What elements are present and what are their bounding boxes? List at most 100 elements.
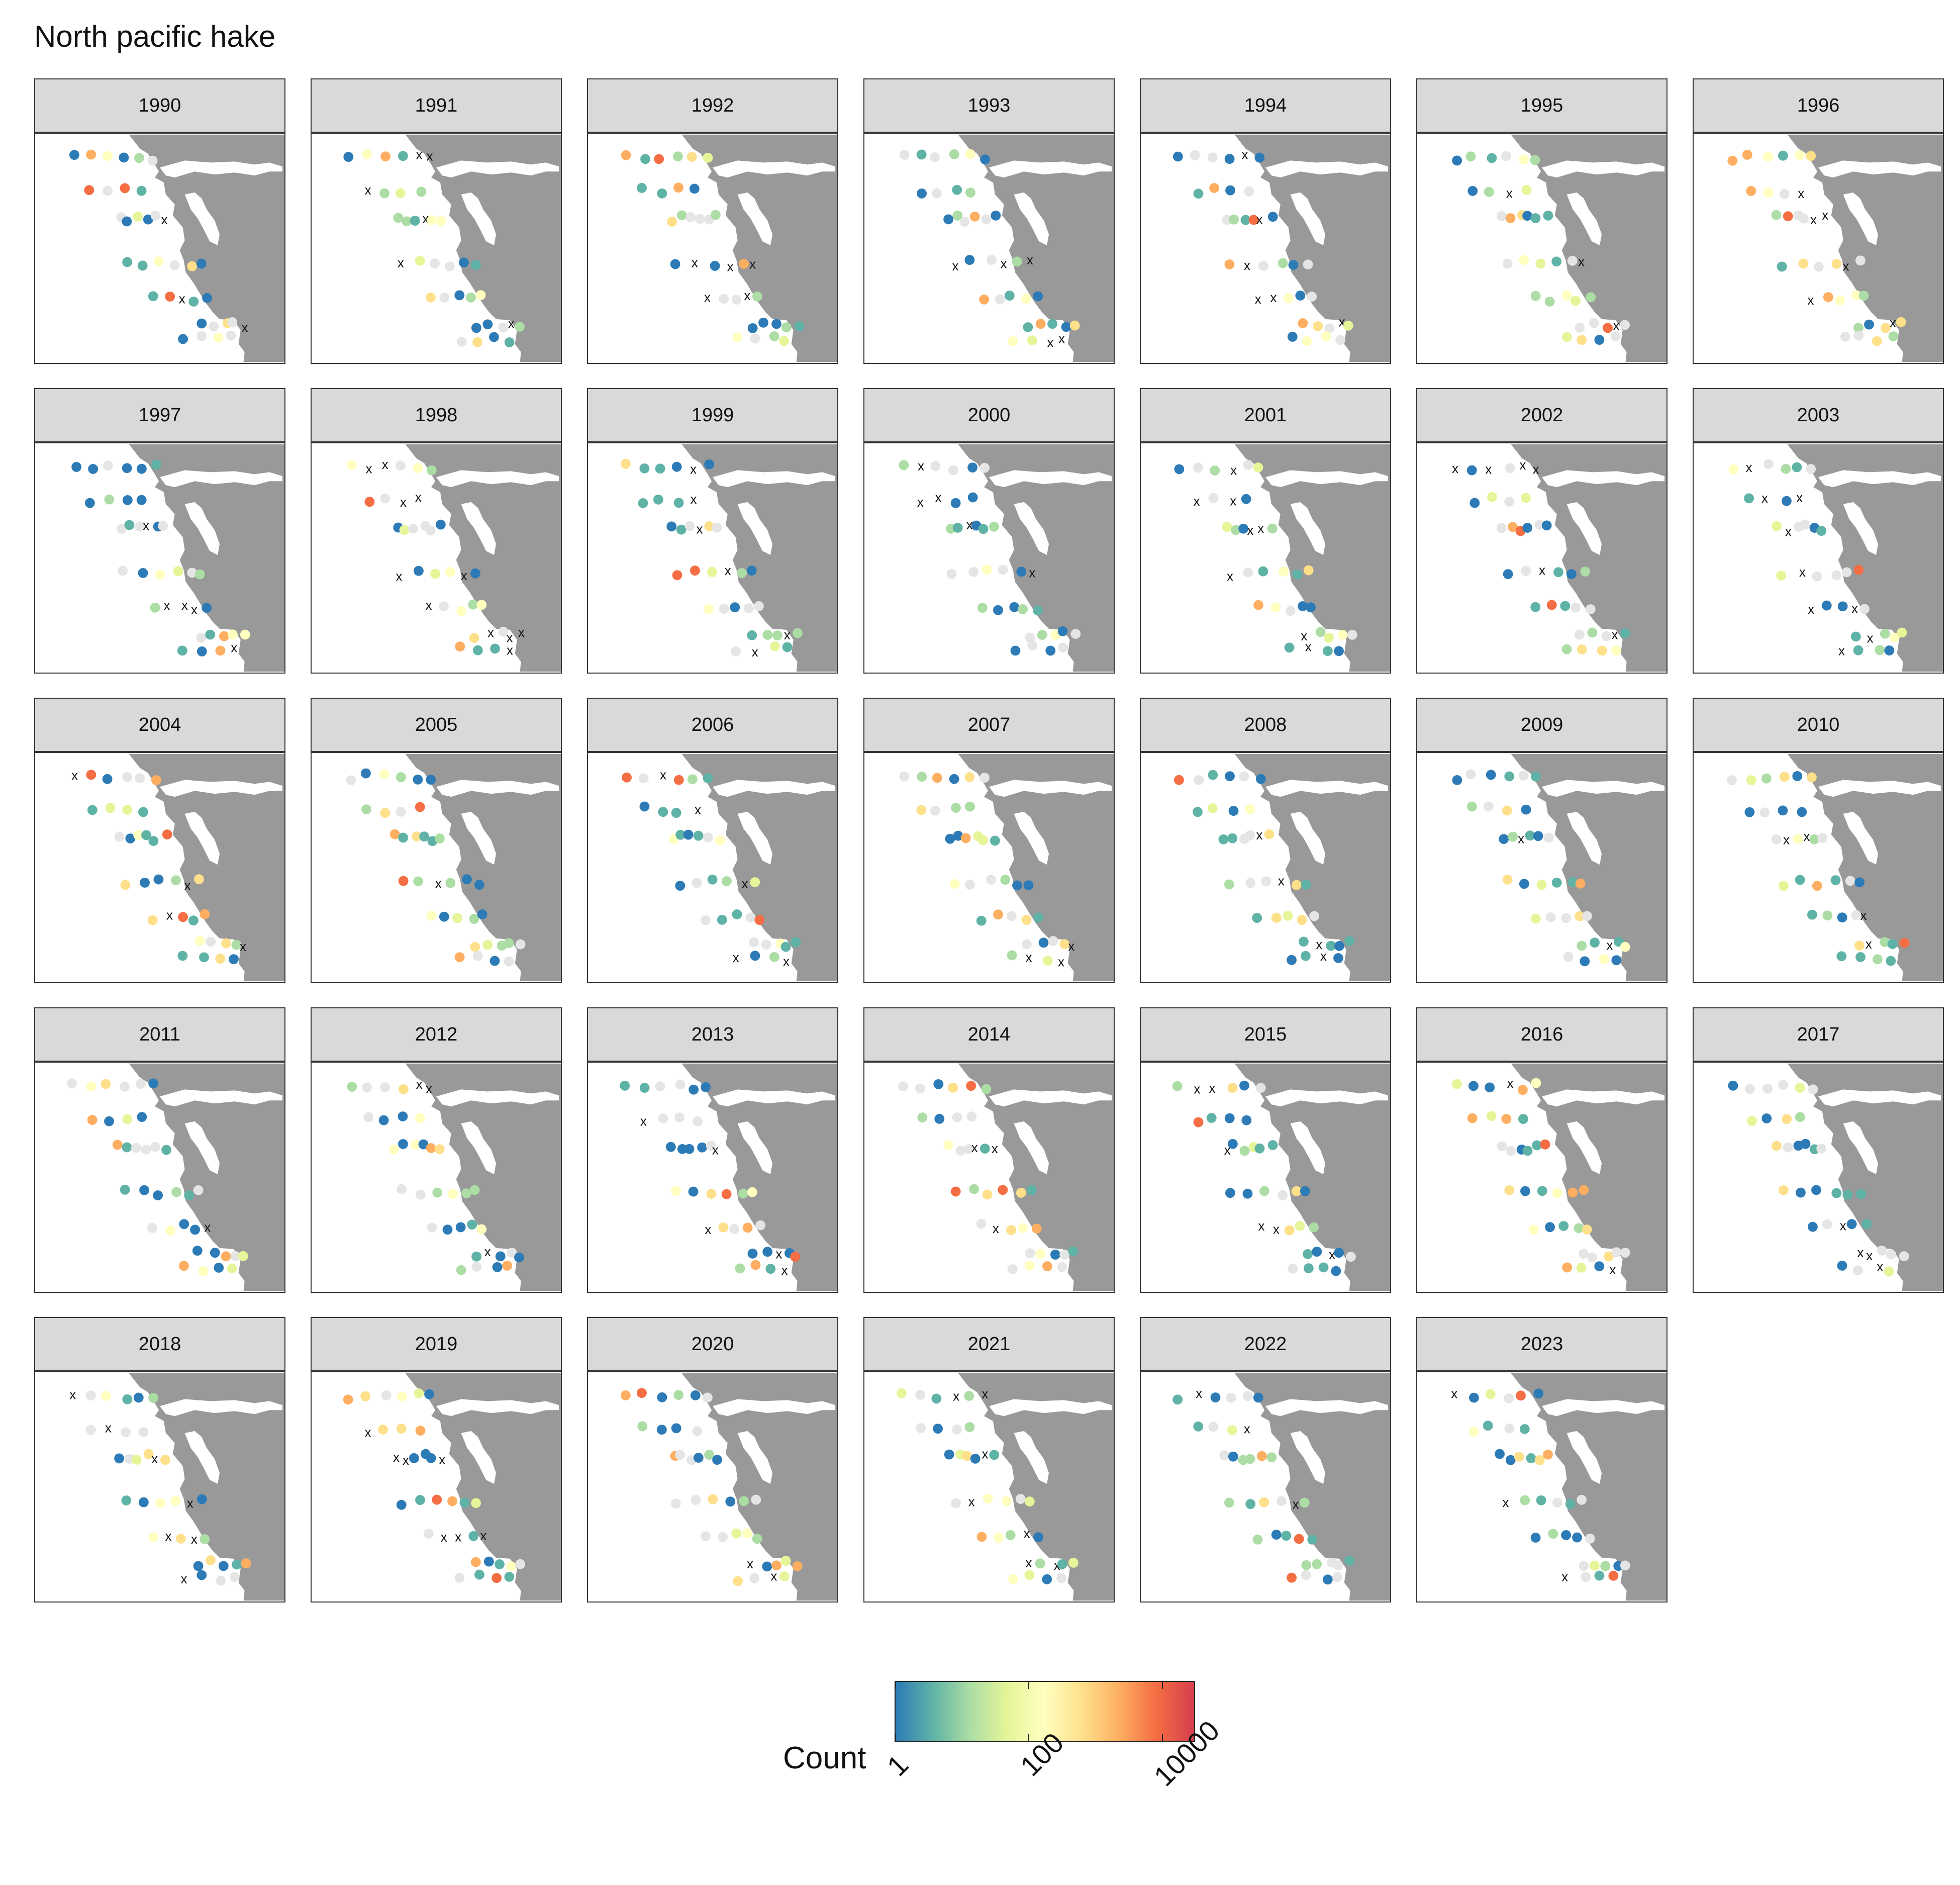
station-point bbox=[1291, 880, 1302, 890]
facet-strip-label: 2020 bbox=[587, 1317, 838, 1371]
station-point bbox=[959, 217, 970, 227]
station-point bbox=[1792, 771, 1803, 781]
station-point bbox=[1312, 1559, 1322, 1569]
station-point bbox=[1466, 801, 1477, 812]
station-point bbox=[1240, 215, 1251, 225]
station-point bbox=[1744, 493, 1754, 504]
station-point bbox=[184, 1190, 194, 1201]
station-point bbox=[1853, 645, 1864, 655]
station-point bbox=[378, 1425, 388, 1435]
land-shape bbox=[1234, 1373, 1390, 1601]
station-point bbox=[122, 495, 133, 505]
station-point bbox=[138, 1497, 149, 1507]
land-shape bbox=[1787, 753, 1943, 982]
station-point bbox=[1239, 771, 1249, 782]
facet-panel: 2015 x x x x x x bbox=[1140, 1007, 1391, 1293]
station-point bbox=[1859, 604, 1870, 614]
zero-count-marker: x bbox=[1798, 187, 1804, 201]
land-shape bbox=[1234, 753, 1390, 982]
station-point bbox=[504, 1571, 515, 1582]
station-point bbox=[88, 464, 99, 474]
station-point bbox=[946, 569, 957, 579]
station-point bbox=[1504, 1423, 1515, 1434]
station-point bbox=[979, 294, 990, 305]
strait-water-shape bbox=[713, 780, 836, 797]
station-point bbox=[683, 829, 694, 840]
station-point bbox=[1530, 913, 1541, 924]
station-point bbox=[1301, 880, 1311, 890]
station-point bbox=[1505, 463, 1515, 474]
station-point bbox=[1222, 522, 1232, 532]
zero-count-marker: x bbox=[181, 599, 188, 613]
station-point bbox=[506, 1561, 516, 1571]
station-point bbox=[1812, 571, 1822, 582]
station-point bbox=[955, 1146, 966, 1156]
zero-count-marker: x bbox=[697, 523, 703, 537]
station-point bbox=[138, 568, 148, 578]
strait-water-shape bbox=[160, 1399, 283, 1417]
station-point bbox=[1057, 626, 1068, 636]
station-point bbox=[1779, 772, 1790, 782]
station-point bbox=[983, 1493, 993, 1504]
station-point bbox=[1521, 804, 1531, 815]
station-point bbox=[1522, 1146, 1533, 1156]
facet-strip-label: 2021 bbox=[863, 1317, 1115, 1371]
station-point bbox=[1266, 1452, 1277, 1463]
facet-strip-label: 2014 bbox=[863, 1007, 1115, 1062]
facet-map: x x x x x bbox=[587, 752, 838, 983]
zero-count-marker: x bbox=[382, 458, 388, 472]
station-point bbox=[112, 1140, 123, 1150]
strait-water-shape bbox=[1542, 780, 1665, 797]
station-point bbox=[772, 630, 782, 641]
station-point bbox=[1504, 1393, 1514, 1403]
station-point bbox=[462, 874, 472, 885]
facet-strip-label: 1995 bbox=[1416, 78, 1668, 133]
station-point bbox=[1601, 631, 1612, 641]
station-point bbox=[103, 185, 113, 196]
station-point bbox=[426, 292, 436, 303]
station-point bbox=[84, 185, 94, 196]
station-point bbox=[1762, 1083, 1773, 1094]
facet-strip-label: 1992 bbox=[587, 78, 838, 133]
station-point bbox=[930, 805, 940, 816]
station-point bbox=[725, 1496, 736, 1507]
station-point bbox=[701, 1082, 711, 1092]
station-point bbox=[1267, 1140, 1278, 1150]
zero-count-marker: x bbox=[953, 1390, 959, 1404]
station-point bbox=[1855, 255, 1866, 266]
zero-count-marker: x bbox=[184, 879, 191, 893]
station-point bbox=[1884, 1266, 1894, 1277]
station-point bbox=[1778, 805, 1788, 816]
station-point bbox=[103, 151, 113, 161]
zero-count-marker: x bbox=[1578, 255, 1585, 269]
station-point bbox=[1880, 937, 1890, 947]
station-point bbox=[637, 1388, 647, 1398]
station-point bbox=[483, 1556, 494, 1567]
station-point bbox=[1194, 775, 1204, 785]
station-point bbox=[688, 774, 698, 785]
station-point bbox=[655, 1081, 665, 1092]
station-point bbox=[1856, 1189, 1867, 1199]
station-point bbox=[1776, 571, 1787, 581]
facet-strip-label: 1998 bbox=[311, 388, 562, 442]
station-point bbox=[1483, 1421, 1493, 1431]
station-point bbox=[982, 1189, 993, 1200]
zero-count-marker: x bbox=[727, 260, 734, 274]
station-point bbox=[1822, 1219, 1832, 1230]
station-point bbox=[1024, 1260, 1035, 1271]
station-point bbox=[1172, 1394, 1183, 1405]
station-point bbox=[122, 1394, 133, 1404]
zero-count-marker: x bbox=[422, 212, 429, 226]
station-point bbox=[426, 1453, 436, 1463]
station-point bbox=[447, 1496, 457, 1506]
station-point bbox=[898, 1081, 908, 1092]
station-point bbox=[1881, 323, 1891, 333]
station-point bbox=[670, 1186, 681, 1196]
station-point bbox=[1207, 152, 1218, 163]
station-point bbox=[504, 337, 515, 347]
station-point bbox=[86, 149, 96, 160]
station-point bbox=[170, 1496, 181, 1506]
zero-count-marker: x bbox=[1822, 209, 1828, 223]
